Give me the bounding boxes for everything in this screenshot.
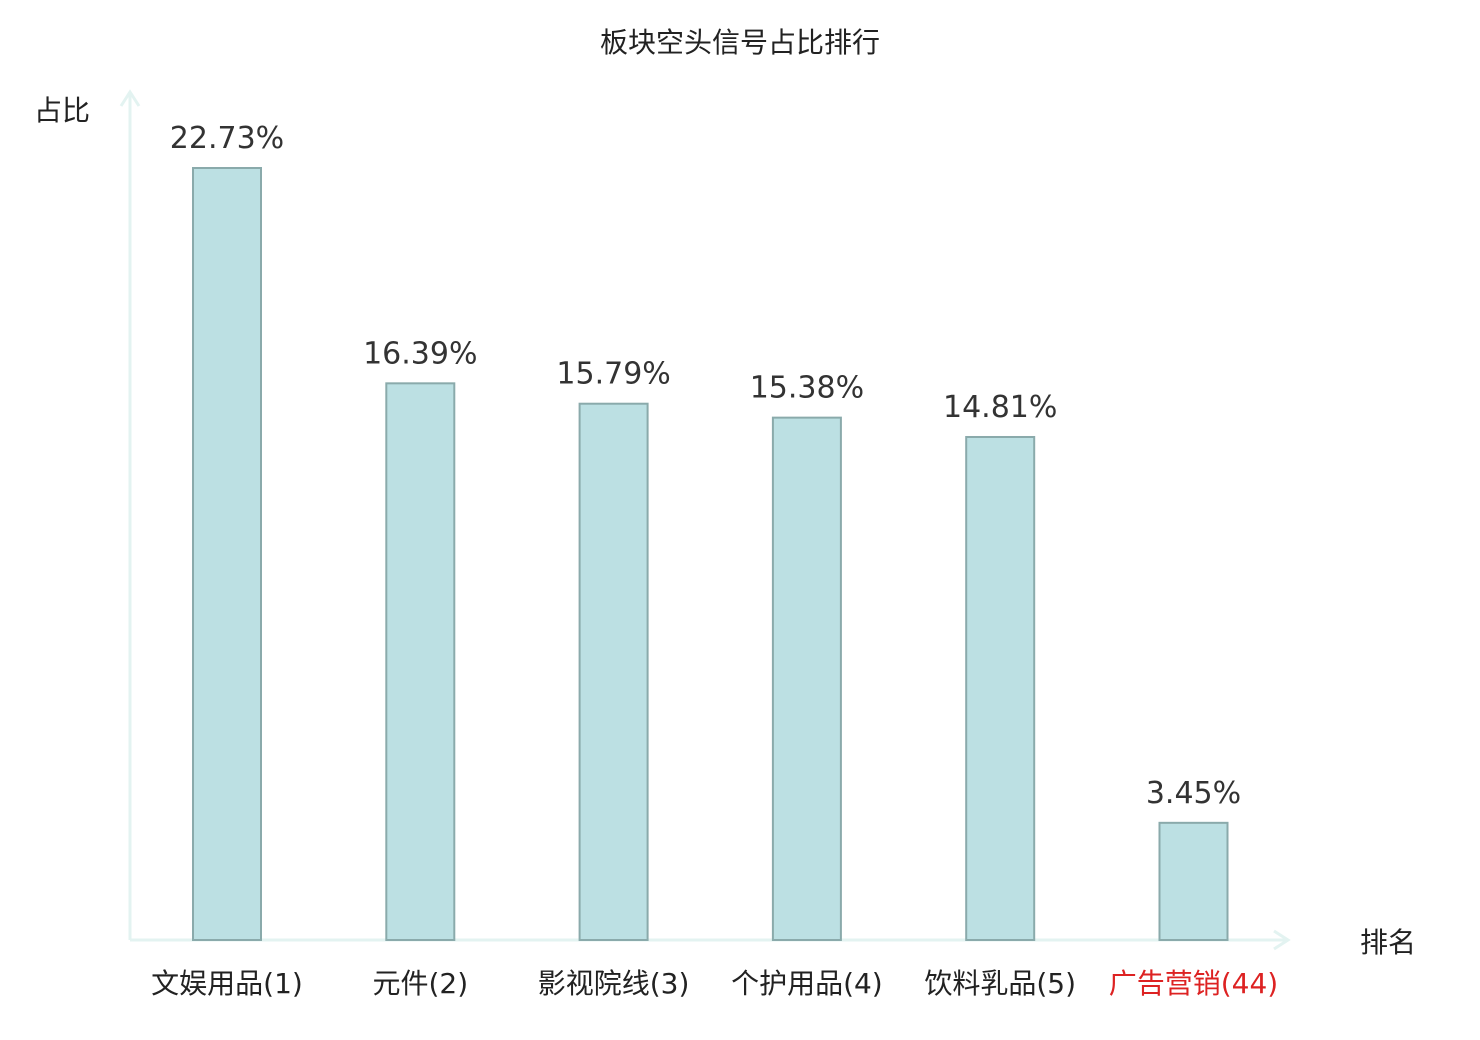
category-label-3: 影视院线(3)	[538, 967, 690, 1000]
value-label-1: 22.73%	[170, 121, 284, 156]
x-axis-label: 排名	[1360, 926, 1416, 959]
bar-6	[1158, 821, 1229, 941]
chart-title: 板块空头信号占比排行	[600, 26, 880, 59]
value-label-6: 3.45%	[1146, 776, 1241, 811]
category-label-1: 文娱用品(1)	[151, 967, 303, 1000]
y-axis-label: 占比	[34, 94, 90, 127]
bar-1	[192, 167, 262, 941]
bar-3	[578, 402, 649, 941]
value-label-5: 14.81%	[943, 390, 1057, 425]
bar-2	[385, 382, 456, 941]
value-label-4: 15.38%	[750, 371, 864, 406]
bar-4	[771, 416, 842, 942]
bar-5	[965, 435, 1036, 941]
y-axis-arrow	[119, 89, 141, 107]
category-label-2: 元件(2)	[372, 967, 468, 1000]
category-label-5: 饮料乳品(5)	[924, 967, 1076, 1000]
bars-group	[192, 167, 1229, 942]
category-label-4: 个护用品(4)	[731, 967, 883, 1000]
axes	[119, 89, 1291, 951]
value-label-2: 16.39%	[363, 336, 477, 371]
value-label-3: 15.79%	[556, 357, 670, 392]
category-label-6: 广告营销(44)	[1109, 967, 1278, 1000]
labels-group: 22.73% 文娱用品(1) 16.39% 元件(2) 15.79% 影视院线(3) 15.…	[151, 121, 1278, 1000]
x-axis-arrow	[1273, 929, 1291, 951]
